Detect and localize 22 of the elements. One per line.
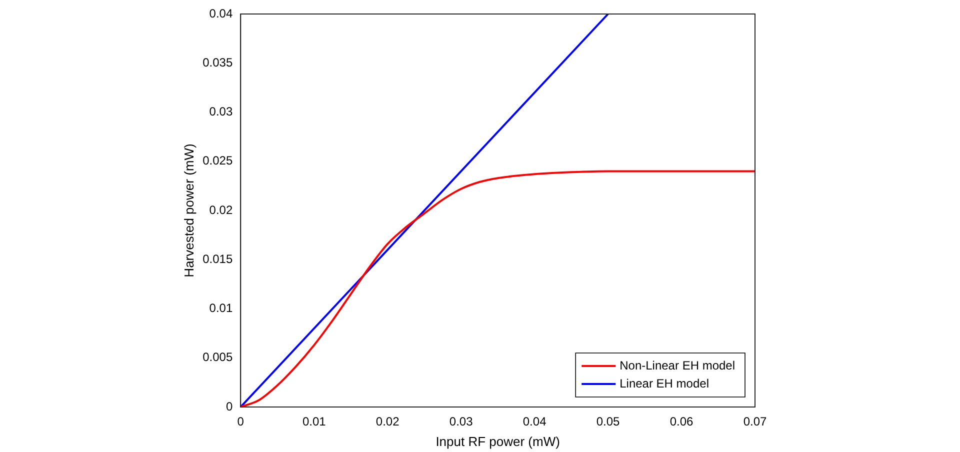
x-tick-label: 0.06 <box>670 414 694 429</box>
y-tick-label: 0.02 <box>209 202 233 217</box>
x-tick-label: 0.07 <box>743 414 767 429</box>
y-tick-label: 0.005 <box>202 350 233 364</box>
y-tick-label: 0 <box>226 399 233 414</box>
x-tick-label: 0.01 <box>302 414 326 429</box>
y-tick-label: 0.025 <box>202 154 233 168</box>
y-tick-label: 0.03 <box>209 104 233 119</box>
x-tick-label: 0.04 <box>522 414 547 429</box>
x-tick-label: 0.02 <box>376 414 400 429</box>
y-tick-label: 0.04 <box>209 6 233 20</box>
legend-label: Linear EH model <box>620 376 709 390</box>
x-axis-title: Input RF power (mW) <box>436 434 560 449</box>
x-tick-label: 0.03 <box>449 414 474 429</box>
x-tick-label: 0.05 <box>596 414 620 429</box>
legend-label: Non-Linear EH model <box>620 358 735 372</box>
y-tick-label: 0.01 <box>209 301 233 316</box>
line-series <box>240 170 755 407</box>
y-axis-title: Harvested power (mW) <box>181 144 196 278</box>
x-tick-label: 0 <box>237 414 244 429</box>
y-tick-label: 0.015 <box>202 252 233 266</box>
y-tick-label: 0.035 <box>202 55 233 70</box>
